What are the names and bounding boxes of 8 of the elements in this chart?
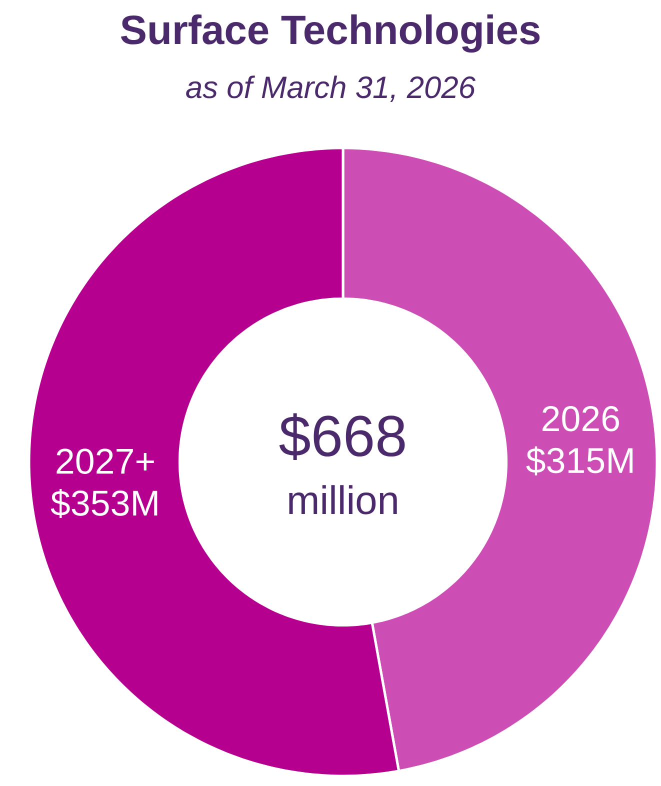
text: $668 bbox=[279, 413, 405, 460]
data-label: $315M bbox=[526, 446, 633, 476]
chart-subtitle: as of March 31, 2026 bbox=[186, 76, 476, 102]
chart-title: Surface Technologies bbox=[120, 14, 540, 53]
slice-label: 2026 bbox=[542, 406, 619, 432]
text: million bbox=[289, 485, 397, 514]
slice-label: 2027+ bbox=[56, 448, 154, 474]
data-label: $353M bbox=[50, 488, 158, 518]
